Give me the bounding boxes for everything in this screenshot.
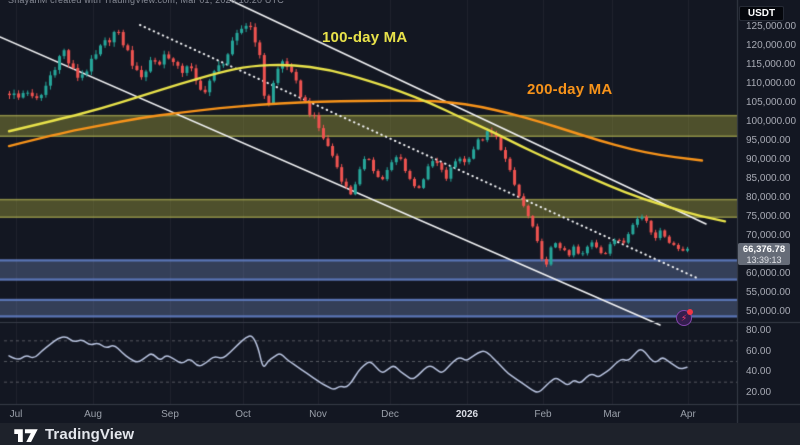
time-tick-label: Oct [235, 409, 251, 420]
price-tick-label: 80,000.00 [746, 192, 791, 203]
notification-dot [687, 309, 693, 315]
last-price-value: 66,376.78 [742, 244, 786, 255]
price-tick-label: 60,000.00 [746, 268, 791, 279]
price-tick-label: 50,000.00 [746, 306, 791, 317]
price-tick-label: 120,000.00 [746, 40, 797, 51]
price-tick-label: 95,000.00 [746, 135, 791, 146]
price-axis[interactable]: 125,000.00 120,000.00 115,000.00 110,000.00… [738, 0, 800, 423]
price-tick-label: 85,000.00 [746, 173, 791, 184]
time-tick-label: Aug [84, 409, 102, 420]
idea-alert-icon[interactable]: ⚡ [676, 309, 693, 326]
ma100-label: 100-day MA [322, 29, 408, 46]
ma200-label: 200-day MA [527, 81, 613, 98]
rsi-tick-label: 60.00 [746, 345, 772, 357]
time-tick-label: 2026 [455, 409, 479, 420]
time-tick-label: Mar [603, 409, 621, 420]
bottom-bar: TradingView [0, 423, 800, 445]
price-tick-label: 70,000.00 [746, 230, 791, 241]
time-tick-label: Dec [381, 409, 399, 420]
time-tick-label: Sep [161, 409, 179, 420]
last-price-badge: 66,376.78 13:39:13 [738, 243, 790, 265]
time-tick-label: Feb [534, 409, 552, 420]
rsi-axis[interactable]: 80.00 60.00 40.00 20.00 [738, 0, 800, 423]
watermark-attribution: ShayanM created with TradingView.com, Ma… [8, 0, 284, 5]
bar-countdown: 13:39:13 [746, 255, 782, 265]
time-axis[interactable]: Jul Aug Sep Oct Nov Dec 2026 Feb Mar Apr [0, 405, 800, 423]
time-tick-label: Nov [309, 409, 327, 420]
price-tick-label: 110,000.00 [746, 78, 796, 89]
quote-currency-chip[interactable]: USDT [739, 6, 784, 21]
rsi-tick-label: 80.00 [746, 325, 772, 336]
price-tick-label: 75,000.00 [746, 211, 791, 222]
price-tick-label: 90,000.00 [746, 154, 791, 165]
price-tick-label: 100,000.00 [746, 116, 797, 127]
rsi-tick-label: 40.00 [746, 366, 772, 378]
price-tick-label: 105,000.00 [746, 97, 797, 108]
price-tick-label: 115,000.00 [746, 59, 796, 70]
time-tick-label: Jul [9, 409, 23, 420]
price-tick-label: 55,000.00 [746, 287, 791, 298]
time-tick-label: Apr [680, 409, 696, 420]
lightning-icon: ⚡ [680, 312, 688, 323]
tradingview-logo-text[interactable]: TradingView [45, 425, 135, 443]
rsi-tick-label: 20.00 [746, 386, 772, 398]
tradingview-logo-icon[interactable] [14, 426, 38, 442]
price-tick-label: 125,000.00 [746, 21, 797, 32]
